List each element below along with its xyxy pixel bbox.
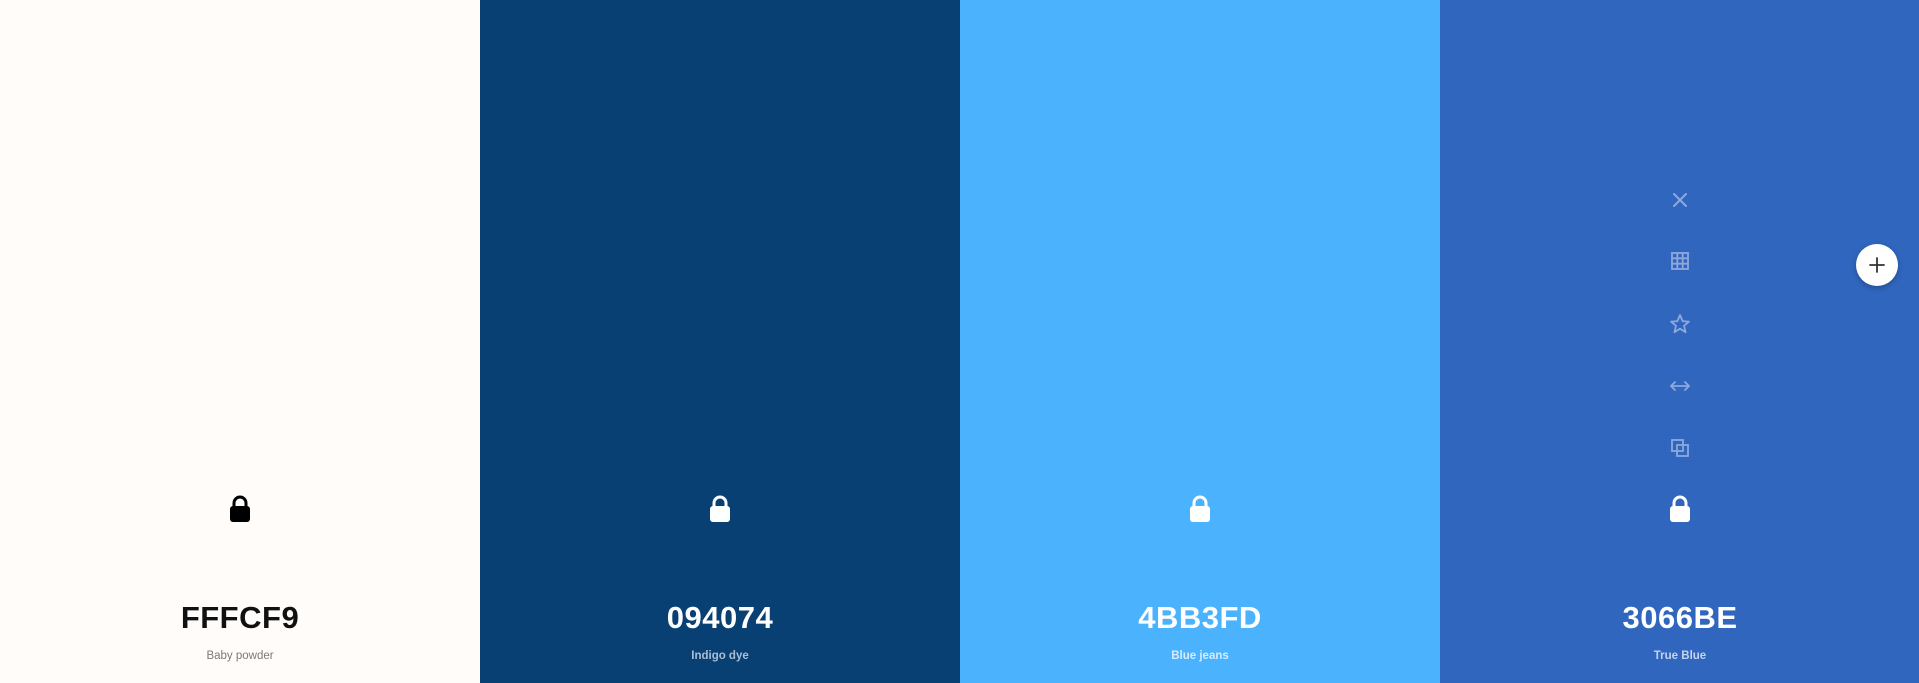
lock-icon[interactable] xyxy=(227,495,253,523)
add-color-button[interactable] xyxy=(1856,244,1898,286)
copy-icon[interactable] xyxy=(1668,436,1692,460)
color-hex-code[interactable]: FFFCF9 xyxy=(180,600,300,635)
lock-icon[interactable] xyxy=(1187,495,1213,523)
color-swatch-true-blue[interactable]: 3066BE True Blue xyxy=(1440,0,1919,683)
color-hex-code[interactable]: 094074 xyxy=(666,600,774,635)
color-swatch-baby-powder[interactable]: FFFCF9 Baby powder xyxy=(0,0,480,683)
color-hex-code[interactable]: 4BB3FD xyxy=(1138,600,1262,635)
plus-icon xyxy=(1869,257,1885,273)
color-name: Blue jeans xyxy=(1171,650,1229,662)
color-swatch-indigo-dye[interactable]: 094074 Indigo dye xyxy=(480,0,960,683)
color-name: Baby powder xyxy=(206,650,274,662)
color-name: True Blue xyxy=(1653,650,1707,662)
lock-icon[interactable] xyxy=(1667,495,1693,523)
star-icon[interactable] xyxy=(1668,312,1692,336)
color-swatch-blue-jeans[interactable]: 4BB3FD Blue jeans xyxy=(960,0,1440,683)
close-icon[interactable] xyxy=(1668,188,1692,212)
lock-icon[interactable] xyxy=(707,495,733,523)
color-name: Indigo dye xyxy=(691,650,749,662)
drag-horizontal-icon[interactable] xyxy=(1668,374,1692,398)
color-hex-code[interactable]: 3066BE xyxy=(1622,600,1738,635)
grid-icon[interactable] xyxy=(1668,249,1692,273)
